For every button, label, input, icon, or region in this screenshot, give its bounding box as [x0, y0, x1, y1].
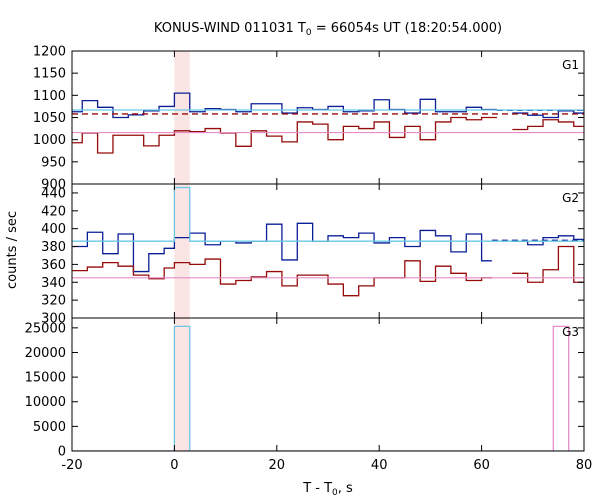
series-g3-light-blue-0	[72, 325, 584, 451]
y-tick-label-g2-340: 340	[41, 276, 66, 291]
y-tick-label-g3-10000: 10000	[25, 395, 66, 410]
y-tick-label-g3-5000: 5000	[33, 420, 66, 435]
x-tick-label-80: 80	[576, 458, 593, 473]
xlabel-subscript: 0	[332, 488, 338, 498]
y-tick-label-g3-20000: 20000	[25, 346, 66, 361]
x-tick-label-60: 60	[473, 458, 490, 473]
panel-frame-g1	[71, 50, 585, 185]
y-tick-label-g1-1150: 1150	[33, 67, 66, 82]
y-tick-label-g2-400: 400	[41, 222, 66, 237]
y-tick-label-g3-25000: 25000	[25, 321, 66, 336]
xlabel-prefix: T - T	[302, 481, 332, 496]
panel-label-g3: G3	[562, 325, 579, 339]
x-tick-label-0: 0	[170, 458, 178, 473]
series-g2-dark-red-4	[512, 245, 584, 283]
y-tick-label-g1-1200: 1200	[33, 45, 66, 60]
y-tick-label-g2-420: 420	[41, 204, 66, 219]
y-tick-label-g2-380: 380	[41, 240, 66, 255]
series-g2-light-blue-5	[72, 186, 584, 242]
panel-label-g2: G2	[562, 191, 579, 205]
series-g2-dark-blue-0	[72, 222, 492, 273]
title-subscript: 0	[306, 28, 312, 38]
panel-label-g1: G1	[562, 58, 579, 72]
y-axis-label: counts / sec	[5, 211, 20, 289]
y-tick-label-g2-300: 300	[41, 312, 66, 327]
y-tick-label-g1-950: 950	[41, 155, 66, 170]
panel-frame-g3	[71, 317, 585, 452]
title-suffix: = 66054s UT (18:20:54.000)	[312, 21, 502, 36]
series-g3-pink-1	[72, 325, 584, 451]
panel-frame-g2	[71, 183, 585, 319]
title-prefix: KONUS-WIND 011031 T	[154, 21, 306, 36]
series-g2-dark-red-3	[72, 258, 492, 297]
y-tick-label-g2-320: 320	[41, 294, 66, 309]
xlabel-suffix: , s	[338, 481, 353, 496]
y-tick-label-g3-15000: 15000	[25, 371, 66, 386]
chart-title: KONUS-WIND 011031 T0 = 66054s UT (18:20:…	[154, 21, 502, 38]
highlight-band-g1	[174, 51, 190, 184]
highlight-band-g3	[174, 318, 190, 451]
series-g1-dark-blue-0	[72, 92, 497, 119]
y-tick-label-g2-360: 360	[41, 258, 66, 273]
y-tick-label-g1-1000: 1000	[33, 133, 66, 148]
y-tick-label-g1-1050: 1050	[33, 111, 66, 126]
panels-group: 900 950 1000 1050 1100 1150 1200 G1 300 320 340 360…	[25, 45, 593, 474]
x-tick-label-40: 40	[371, 458, 388, 473]
x-tick-label-20: 20	[269, 458, 286, 473]
y-tick-label-g1-1100: 1100	[33, 89, 66, 104]
x-axis-label: T - T0, s	[302, 481, 353, 498]
y-tick-label-g1-900: 900	[41, 178, 66, 193]
x-tick-label--20: -20	[61, 458, 82, 473]
y-tick-label-g3-0: 0	[58, 445, 66, 460]
series-g1-dark-red-4	[512, 119, 584, 131]
y-tick-label-g2-440: 440	[41, 186, 66, 201]
highlight-band-g2	[174, 184, 190, 318]
series-g2-dark-blue-1	[512, 235, 584, 246]
series-g1-dark-red-3	[72, 116, 497, 154]
